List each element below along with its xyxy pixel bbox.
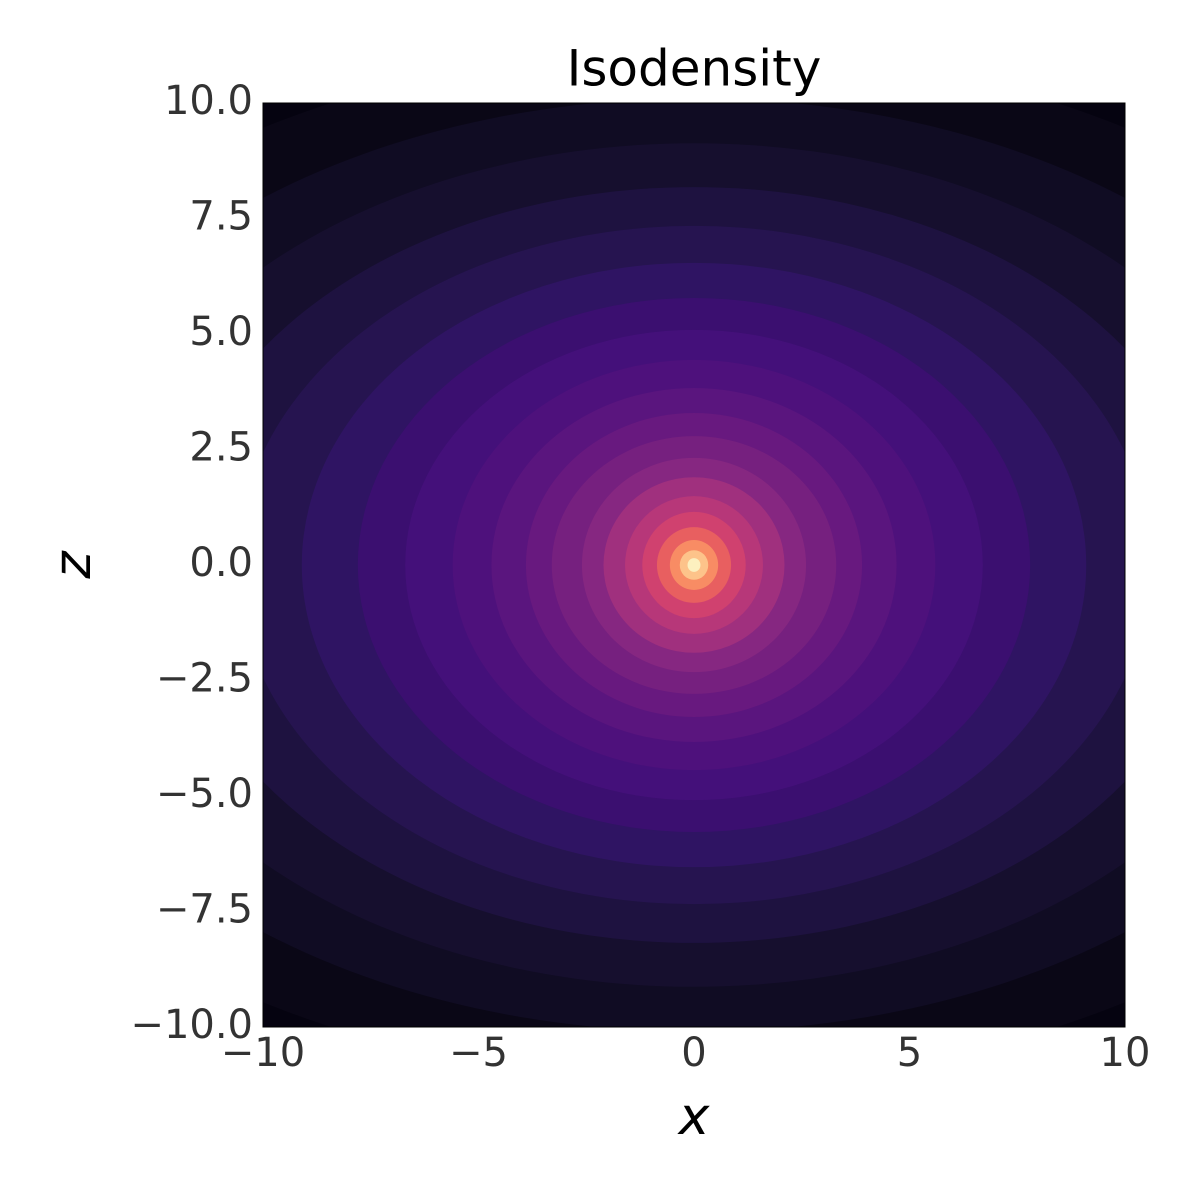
- x-tick-label: −10: [221, 1030, 305, 1076]
- x-axis-label: x: [677, 1087, 711, 1147]
- plot-area: [263, 103, 1125, 1027]
- y-tick-label: −10.0: [130, 1002, 253, 1048]
- y-tick-label: −5.0: [156, 771, 253, 817]
- chart-title: Isodensity: [567, 40, 822, 98]
- x-tick-label: 0: [681, 1030, 706, 1076]
- x-tick-label: −5: [449, 1030, 508, 1076]
- y-tick-label: −7.5: [156, 887, 253, 933]
- axes: −10 −5 0 5 10 10.0 7.5 5.0 2.5 0.0 −2.5 −5.0 −7.5 −10…: [130, 78, 1150, 1076]
- y-tick-label: −2.5: [156, 656, 253, 702]
- plot-frame: [262, 102, 1126, 1028]
- y-tick-label: 7.5: [189, 194, 253, 240]
- x-tick-label: 10: [1100, 1030, 1151, 1076]
- y-tick-label: 2.5: [189, 425, 253, 471]
- y-tick-label: 5.0: [189, 309, 253, 355]
- y-axis-label: z: [43, 550, 103, 580]
- y-tick-label: 0.0: [189, 540, 253, 586]
- x-tick-label: 5: [897, 1030, 922, 1076]
- y-tick-label: 10.0: [164, 78, 253, 124]
- contour-band: [687, 558, 701, 572]
